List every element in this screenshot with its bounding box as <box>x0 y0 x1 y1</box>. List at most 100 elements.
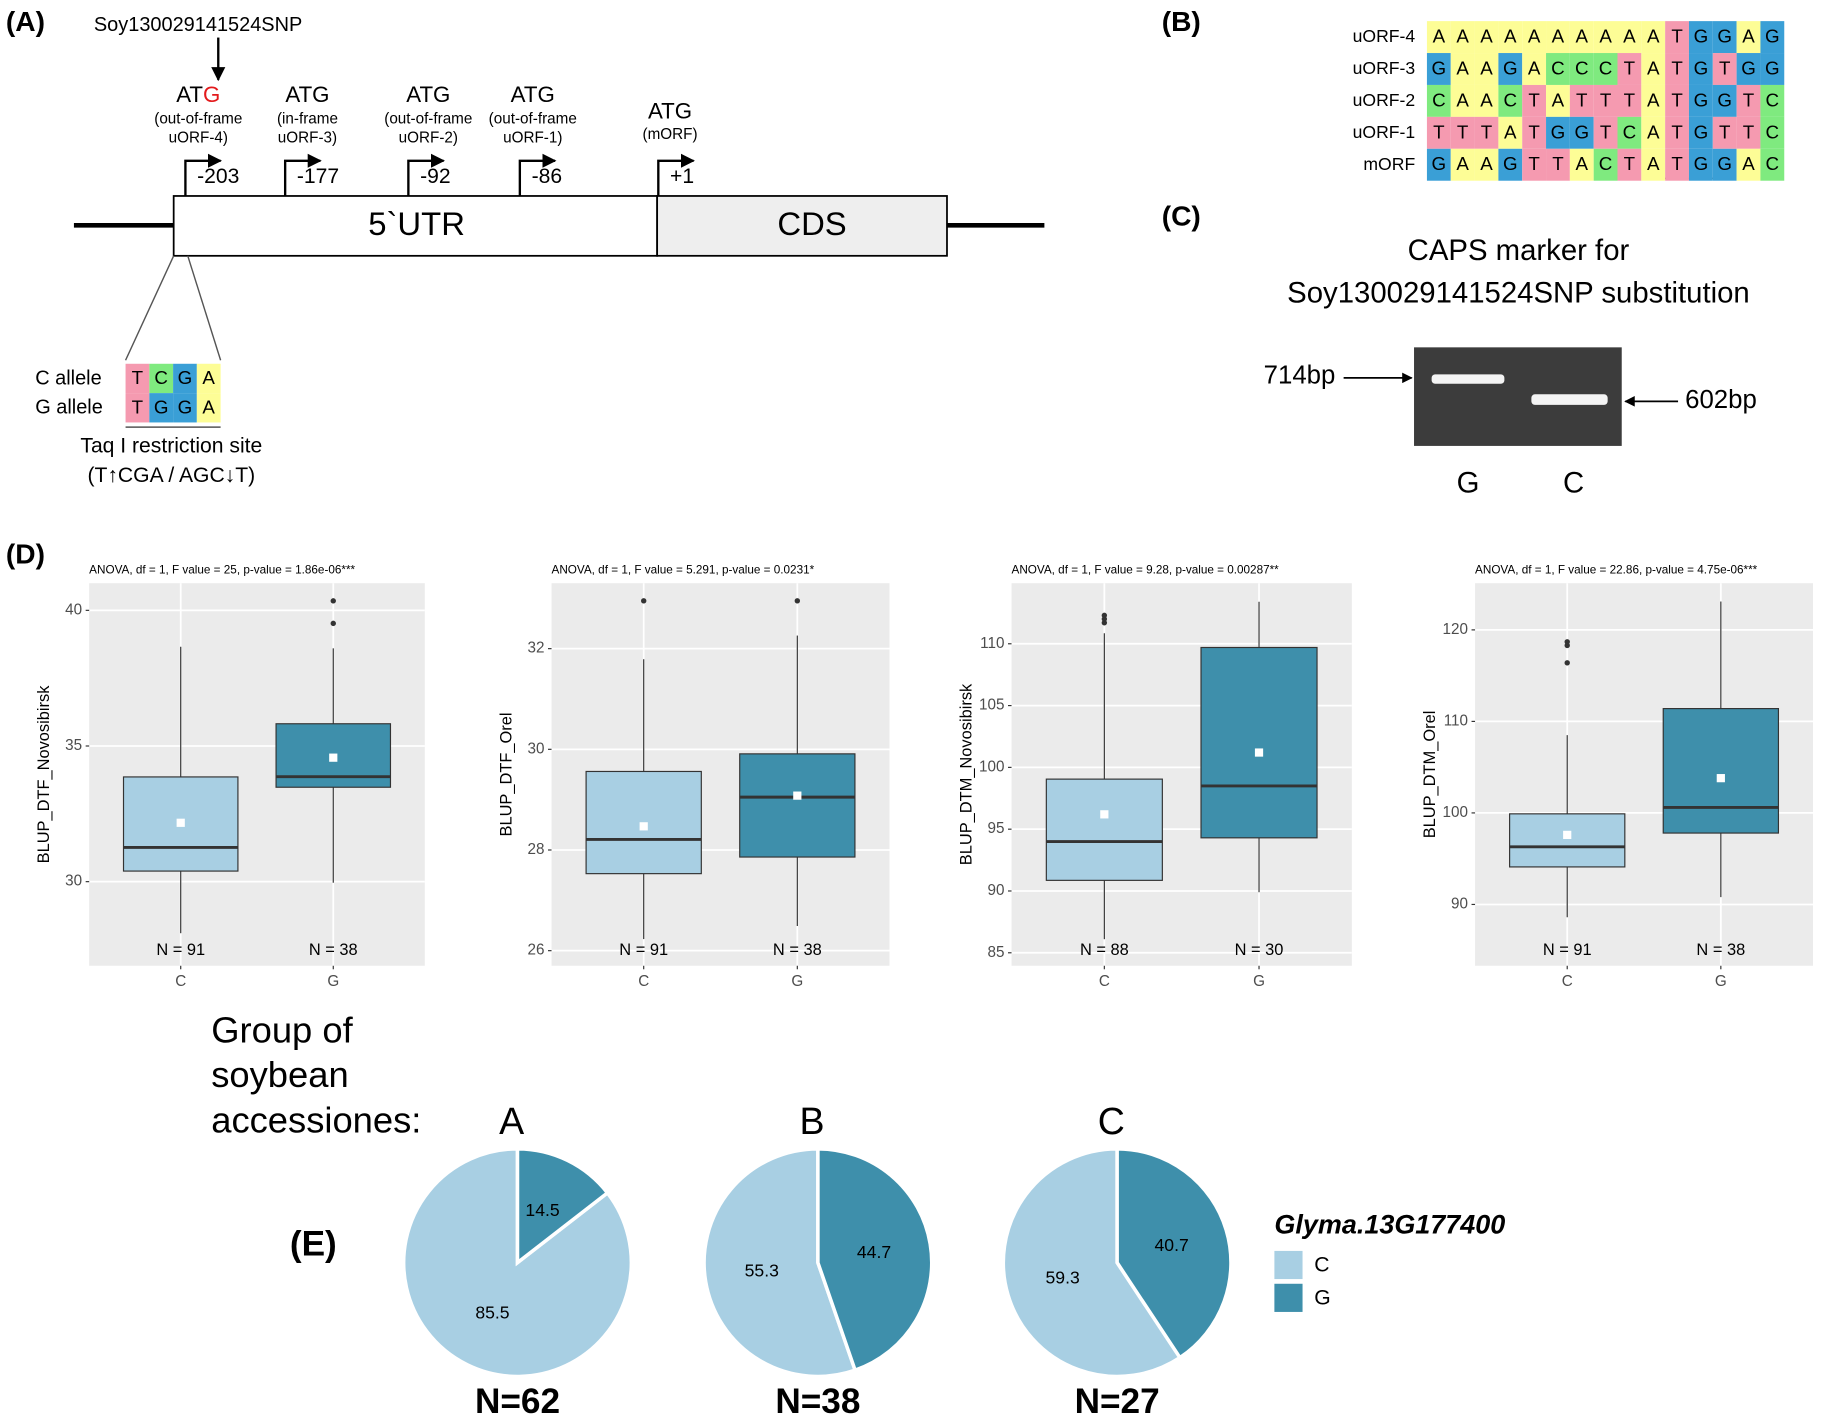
base: T <box>132 396 144 417</box>
row-name: uORF-2 <box>1353 90 1416 110</box>
y-tick-label: 26 <box>528 942 545 959</box>
base: C <box>1766 121 1780 142</box>
y-axis-label: BLUP_DTM_Orel <box>1421 711 1439 839</box>
base: A <box>1480 26 1493 47</box>
atg-note: uORF-1) <box>503 130 562 147</box>
base: G <box>1741 57 1756 78</box>
atg-note: (mORF) <box>643 126 698 143</box>
atg-codon: ATG <box>176 82 220 107</box>
atg-note: uORF-4) <box>169 130 228 147</box>
slice-label: 40.7 <box>1155 1235 1189 1255</box>
base-cell <box>1688 21 1713 54</box>
base-cell <box>1665 116 1689 149</box>
base-cell <box>1688 116 1713 149</box>
n-label: N = 91 <box>156 941 205 959</box>
band-label: 602bp <box>1685 386 1757 414</box>
slice-label: 59.3 <box>1046 1268 1080 1288</box>
base: A <box>1504 121 1517 142</box>
base: T <box>1481 121 1493 142</box>
base: A <box>1456 153 1469 174</box>
lane-label: G <box>1457 466 1480 499</box>
position-label: -203 <box>197 165 239 188</box>
base-cell <box>1426 21 1451 54</box>
base: A <box>1647 121 1660 142</box>
pie-n: N=27 <box>1075 1382 1160 1421</box>
base: C <box>154 367 168 388</box>
site-pattern: (T↑CGA / AGC↓T) <box>87 464 255 487</box>
base-cell <box>1760 21 1785 54</box>
base-cell <box>1641 21 1666 54</box>
base-cell <box>1760 84 1785 117</box>
base: T <box>1457 121 1469 142</box>
base-cell <box>1617 21 1642 54</box>
base-cell <box>1617 116 1642 149</box>
start-arrow <box>518 153 557 196</box>
legend-swatch <box>1274 1250 1303 1280</box>
start-arrow <box>657 153 695 196</box>
base: A <box>1742 153 1755 174</box>
base-cell <box>1641 116 1666 149</box>
base: G <box>1432 57 1447 78</box>
base-cell <box>196 393 221 423</box>
snp-base: G <box>203 82 220 107</box>
legend-swatch <box>1274 1283 1303 1312</box>
base-cell <box>1450 148 1475 181</box>
mean <box>1563 830 1572 839</box>
base: T <box>1671 57 1683 78</box>
base: C <box>1599 153 1613 174</box>
group-heading: Group of <box>211 1009 353 1050</box>
base-cell <box>1736 148 1761 181</box>
base-cell <box>1641 148 1666 181</box>
row-name: mORF <box>1363 154 1415 174</box>
y-tick-label: 40 <box>65 601 82 618</box>
site-label: Taq I restriction site <box>80 435 262 458</box>
cds-box <box>656 195 948 257</box>
slice-label: 55.3 <box>745 1261 779 1281</box>
base: A <box>1647 153 1660 174</box>
base: T <box>1671 26 1683 47</box>
mean <box>176 818 185 827</box>
codon: ATG <box>406 82 450 107</box>
base-cell <box>1593 116 1618 149</box>
base: A <box>1552 89 1565 110</box>
base: G <box>1765 26 1780 47</box>
base: C <box>1766 89 1780 110</box>
y-axis-label: BLUP_DTF_Novosibirsk <box>35 685 53 864</box>
mean <box>1100 810 1109 819</box>
atg-codon: ATG <box>648 99 692 124</box>
base-cell <box>1522 84 1547 117</box>
mean <box>1254 748 1264 757</box>
base-cell <box>1498 116 1523 149</box>
base-cell <box>1736 53 1761 85</box>
box <box>1509 813 1626 868</box>
base: C <box>1575 57 1589 78</box>
base-cell <box>1474 84 1499 117</box>
group-heading: soybean <box>211 1054 348 1095</box>
pie-title: C <box>1098 1100 1125 1142</box>
x-tick-label: C <box>175 973 186 990</box>
n-label: N = 30 <box>1235 941 1284 959</box>
base: A <box>1647 57 1660 78</box>
base-cell <box>1450 84 1475 117</box>
box <box>739 753 856 858</box>
y-tick-label: 90 <box>988 882 1005 899</box>
base: G <box>1503 153 1518 174</box>
base: G <box>1717 26 1732 47</box>
base: G <box>1717 153 1732 174</box>
y-axis-label: BLUP_DTF_Orel <box>497 712 515 836</box>
base-cell <box>1760 53 1785 85</box>
panel-label: (A) <box>6 6 45 37</box>
group-heading: accessiones: <box>211 1100 421 1141</box>
base: C <box>1551 57 1565 78</box>
base-cell <box>173 393 197 423</box>
base-cell <box>1546 116 1570 149</box>
base: T <box>1671 153 1683 174</box>
base-cell <box>1712 21 1737 54</box>
gel-band <box>1431 374 1505 384</box>
anova-label: ANOVA, df = 1, F value = 5.291, p-value … <box>552 563 815 576</box>
base-cell <box>1569 116 1594 149</box>
y-tick-label: 30 <box>528 740 545 757</box>
base-cell <box>1712 53 1737 85</box>
position-label: +1 <box>670 165 694 188</box>
cds-label: CDS <box>777 205 846 242</box>
